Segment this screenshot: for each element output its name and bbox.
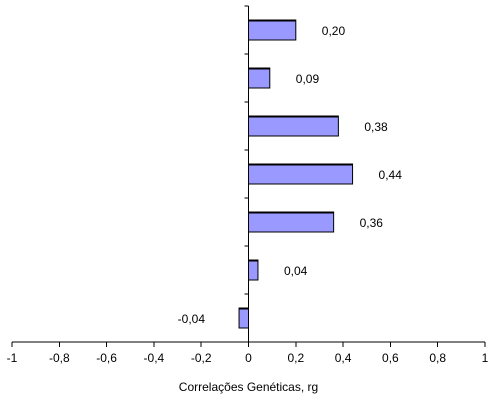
x-axis-tick-label: 0,4 bbox=[335, 351, 352, 365]
bar-data-label: 0,09 bbox=[296, 72, 320, 86]
bars-group bbox=[238, 19, 354, 329]
bar bbox=[248, 211, 335, 233]
bar-data-label: -0,04 bbox=[178, 312, 206, 326]
x-axis-tick-label: 0,8 bbox=[429, 351, 446, 365]
x-axis-tick-label: 0,2 bbox=[287, 351, 304, 365]
x-axis-tick-label: -0,4 bbox=[144, 351, 165, 365]
x-axis-tick-label: -1 bbox=[7, 351, 18, 365]
y-axis bbox=[244, 5, 249, 343]
x-axis-tick-label: 0 bbox=[245, 351, 252, 365]
x-axis-tick-label: -0,6 bbox=[96, 351, 117, 365]
bar-data-label: 0,44 bbox=[379, 168, 403, 182]
bar bbox=[248, 163, 354, 185]
x-axis-tick-label: 1 bbox=[482, 351, 489, 365]
bar-data-label: 0,36 bbox=[360, 216, 384, 230]
bar bbox=[248, 259, 259, 281]
bar-data-label: 0,38 bbox=[364, 120, 388, 134]
x-axis: -1 -0,8 -0,6 -0,4 -0,2 0 0,2 0,4 0,6 0,8 1 bbox=[7, 341, 489, 365]
x-axis-tick-label: -0,8 bbox=[49, 351, 70, 365]
bar bbox=[248, 67, 271, 89]
bar-data-label: 0,04 bbox=[284, 264, 308, 278]
data-labels-group: 0,20 0,09 0,38 0,44 0,36 0,04 -0,04 bbox=[178, 24, 403, 326]
x-axis-title: Correlações Genéticas, rg bbox=[179, 380, 318, 394]
bar bbox=[238, 307, 249, 329]
x-axis-tick-label: 0,6 bbox=[382, 351, 399, 365]
x-axis-tick-label: -0,2 bbox=[191, 351, 212, 365]
bar bbox=[248, 115, 339, 137]
bar bbox=[248, 19, 297, 41]
bar-data-label: 0,20 bbox=[322, 24, 346, 38]
